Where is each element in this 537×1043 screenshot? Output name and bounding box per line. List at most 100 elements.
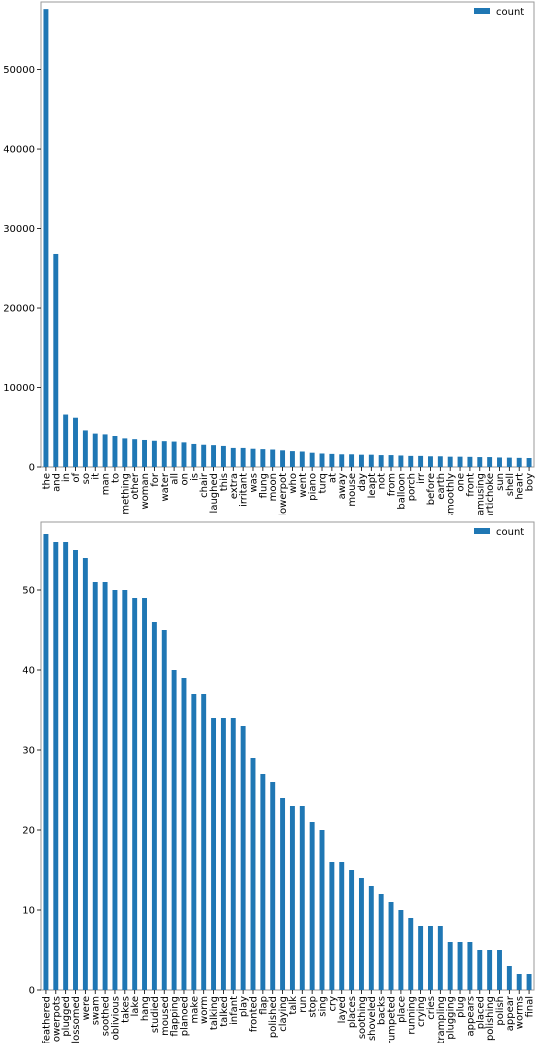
x-tick-label: on (179, 473, 190, 485)
x-tick-label: shoveled (367, 996, 378, 1041)
bar-final (526, 974, 532, 990)
plot-frame (40, 521, 535, 991)
bar-went (299, 451, 305, 467)
x-tick-label: polish (495, 996, 506, 1026)
bar-crying (418, 926, 424, 990)
x-tick-label: chair (199, 472, 210, 498)
x-tick-label: the (41, 473, 52, 489)
x-tick-label: balloon (396, 473, 407, 510)
bar-soothed (102, 582, 108, 990)
bar-extra (230, 447, 236, 467)
bar-plug (457, 942, 463, 990)
bar-talked (220, 718, 226, 990)
x-tick-label: went (298, 473, 309, 498)
y-tick-label: 30 (22, 746, 35, 757)
x-tick-label: before (426, 473, 437, 505)
bar-away (339, 454, 345, 467)
bar-play (240, 726, 246, 990)
bar-balloon (398, 455, 404, 467)
x-tick-label: leapt (367, 473, 378, 498)
x-tick-label: worm (199, 996, 210, 1024)
x-tick-label: places (347, 996, 358, 1028)
bar-flap (260, 774, 266, 990)
bar-and (53, 253, 59, 467)
x-tick-label: running (406, 996, 417, 1035)
bar-not (378, 455, 384, 467)
x-tick-label: polishing (485, 996, 496, 1041)
x-tick-label: feathered (41, 996, 52, 1043)
bar-woman (142, 439, 147, 467)
bar-of (73, 417, 78, 467)
bar-planoed (181, 678, 187, 990)
x-tick-label: sing (318, 996, 329, 1017)
bar-polished (270, 782, 276, 990)
x-tick-label: porch (406, 473, 417, 501)
x-tick-label: infant (229, 996, 240, 1025)
x-tick-label: trumpeted (387, 996, 398, 1043)
x-tick-label: lake (130, 996, 141, 1017)
bar-smoothly (447, 456, 453, 467)
bar-day (358, 454, 364, 467)
x-tick-label: shell (505, 473, 516, 496)
bar-oblivious (112, 590, 118, 990)
x-tick-label: moused (160, 996, 171, 1036)
x-tick-label: woman (140, 473, 151, 510)
bar-places (349, 870, 355, 990)
x-tick-label: away (337, 473, 348, 499)
x-tick-label: one (456, 473, 467, 492)
x-tick-label: placed (475, 996, 486, 1029)
x-tick-label: planoed (179, 996, 190, 1036)
x-tick-label: were (81, 996, 92, 1020)
bar-trampling (437, 926, 443, 990)
bar-polish (497, 950, 502, 990)
x-tick-label: flung (258, 473, 269, 498)
bar-on (181, 442, 187, 467)
x-tick-label: claying (278, 996, 289, 1032)
y-tick-label: 30000 (3, 224, 35, 235)
bar-amusing (477, 457, 483, 467)
bar-all (171, 441, 177, 467)
top-bar-chart: 0 10000 20000 30000 40000 50000 theandinofsoit… (3, 1, 536, 515)
x-tick-label: from (387, 473, 398, 496)
bar-who (289, 451, 295, 467)
bar-at (329, 453, 335, 467)
x-tick-label: water (160, 472, 171, 501)
x-tick-label: make (189, 996, 200, 1023)
bar-were (82, 558, 88, 990)
x-tick-label: of (71, 473, 82, 483)
x-tick-label: so (81, 473, 92, 484)
x-tick-label: is (189, 473, 200, 481)
x-tick-label: it (91, 473, 102, 480)
x-tick-label: sun (495, 473, 506, 491)
x-tick-label: artichoke (485, 473, 496, 515)
x-tick-label: plugging (446, 996, 457, 1040)
bar-was (250, 448, 256, 467)
x-tick-label: earth (436, 473, 447, 500)
x-tick-label: smoothly (446, 473, 457, 515)
y-tick-label: 10000 (3, 383, 35, 394)
x-tick-label: oblivious (110, 996, 121, 1040)
bar-from (388, 455, 394, 467)
bar-irr (418, 455, 424, 467)
x-tick-label: turq (318, 473, 329, 494)
y-tick-label: 0 (29, 463, 35, 474)
bar-shoveled (368, 886, 374, 990)
bar-so (82, 430, 88, 467)
x-tick-label: something (120, 473, 131, 515)
bar-fronted (250, 758, 256, 990)
x-tick-label: flowerpots (51, 996, 62, 1043)
bar-claying (280, 798, 286, 990)
top-chart-panel: 0 10000 20000 30000 40000 50000 the and in of so it… (0, 0, 537, 515)
x-tick-label: extra (229, 473, 240, 499)
bar-the (43, 9, 49, 468)
legend-label: count (496, 527, 524, 538)
y-tick-label: 20000 (3, 304, 35, 315)
x-tick-label: for (150, 472, 161, 487)
x-tick-label: flowerpot (278, 473, 289, 515)
bar-worm (201, 694, 207, 990)
x-tick-label: laughed (209, 473, 220, 513)
bar-talk (289, 806, 295, 990)
bar-something (122, 438, 128, 467)
x-tick-label: irritant (239, 473, 250, 507)
x-tick-label: appear (505, 995, 516, 1031)
